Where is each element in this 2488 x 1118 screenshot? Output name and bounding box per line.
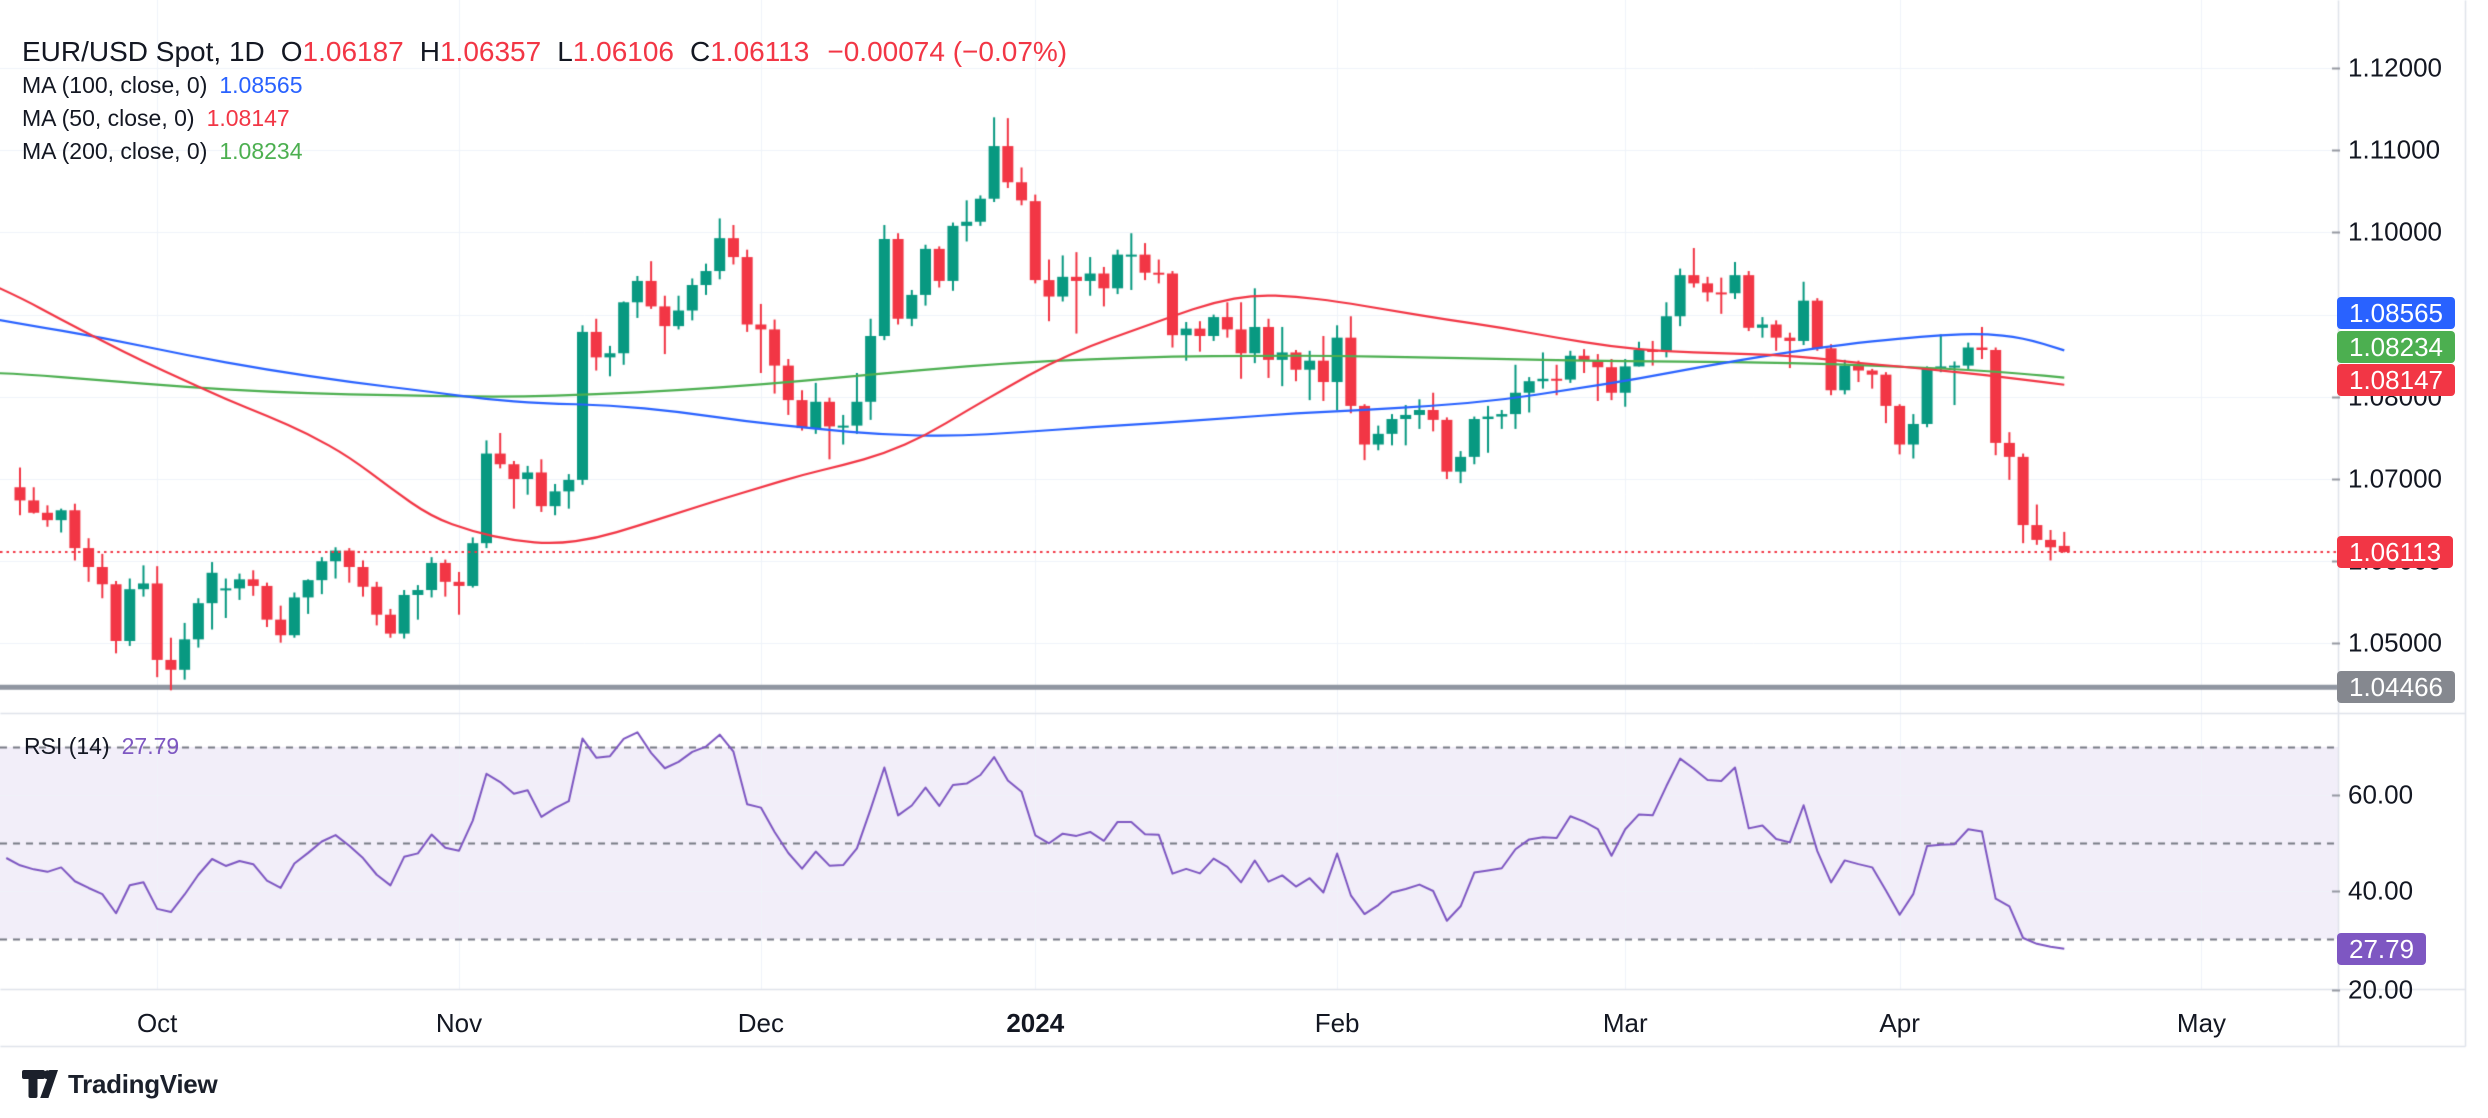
ma-200-legend-row[interactable]: MA (200, close, 0) 1.08234 [22, 138, 303, 165]
rsi-tick-label: 40.00 [2348, 875, 2414, 906]
ma-50-legend-row[interactable]: MA (50, close, 0) 1.08147 [22, 105, 290, 132]
tradingview-logo-text: TradingView [68, 1069, 218, 1099]
ohlc-close: C1.06113 [690, 36, 810, 67]
price-tick-label: 1.11000 [2348, 134, 2441, 165]
rsi-value: 27.79 [121, 733, 180, 759]
ohlc-low: L1.06106 [557, 36, 674, 67]
time-axis-label: Oct [136, 1008, 178, 1038]
ohlc-high: H1.06357 [419, 36, 542, 67]
ma-200-label: MA (200, close, 0) [22, 138, 208, 164]
price-value-badge: 1.08565 [2337, 297, 2455, 329]
price-value-badge: 1.08147 [2337, 364, 2455, 396]
ma-50-label: MA (50, close, 0) [22, 105, 195, 131]
ma-100-value: 1.08565 [219, 72, 303, 98]
symbol-legend-row[interactable]: EUR/USD Spot, 1D O1.06187 H1.06357 L1.06… [22, 36, 1067, 68]
time-axis-label: Feb [1314, 1008, 1360, 1038]
price-value-badge: 1.06113 [2337, 536, 2454, 568]
time-axis-label: 2024 [1006, 1008, 1065, 1038]
tradingview-logo[interactable]: TradingView [22, 1069, 218, 1100]
rsi-label: RSI (14) [24, 733, 110, 759]
rsi-legend-row[interactable]: RSI (14) 27.79 [24, 733, 179, 760]
price-tick-label: 1.12000 [2348, 52, 2442, 83]
time-axis-label: Nov [435, 1008, 483, 1038]
price-tick-label: 1.10000 [2348, 216, 2442, 247]
price-tick-label: 1.05000 [2348, 627, 2442, 658]
time-axis-label: Dec [737, 1008, 784, 1038]
ma-100-legend-row[interactable]: MA (100, close, 0) 1.08565 [22, 72, 303, 99]
price-value-badge: 1.08234 [2337, 331, 2455, 363]
rsi-tick-label: 60.00 [2348, 779, 2414, 810]
ma-100-label: MA (100, close, 0) [22, 72, 208, 98]
time-axis-label: Apr [1879, 1008, 1920, 1038]
tradingview-logo-icon [22, 1070, 58, 1098]
symbol-title[interactable]: EUR/USD Spot, 1D [22, 36, 265, 67]
time-axis-label: Mar [1602, 1008, 1648, 1038]
ma-200-value: 1.08234 [219, 138, 303, 164]
time-axis-label: May [2176, 1008, 2227, 1038]
change-value: −0.00074 (−0.07%) [827, 36, 1068, 67]
price-tick-label: 1.07000 [2348, 463, 2442, 494]
ma-50-value: 1.08147 [206, 105, 290, 131]
ohlc-open: O1.06187 [280, 36, 404, 67]
rsi-tick-label: 20.00 [2348, 974, 2414, 1005]
price-value-badge: 1.04466 [2337, 671, 2455, 703]
rsi-value-badge: 27.79 [2337, 933, 2427, 965]
